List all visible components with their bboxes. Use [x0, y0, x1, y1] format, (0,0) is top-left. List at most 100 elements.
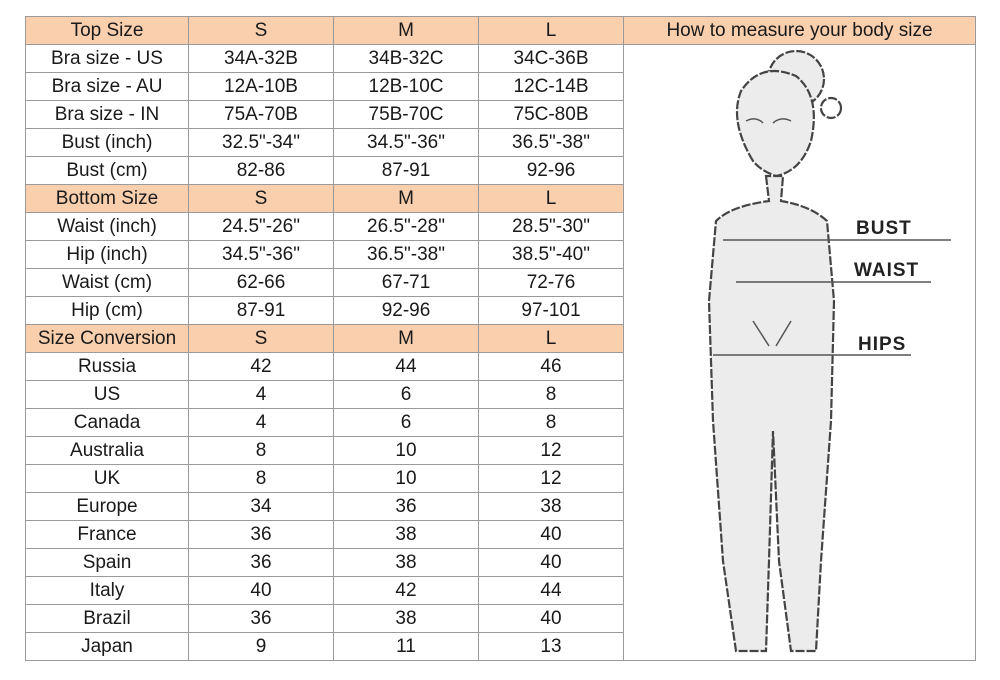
- row-label-cell: Bust (inch): [25, 128, 189, 157]
- value-cell: 36.5"-38": [478, 128, 624, 157]
- header-cell: M: [333, 184, 479, 213]
- table-row: Bust (inch) 32.5"-34" 34.5"-36" 36.5"-38": [25, 128, 976, 157]
- value-cell: 82-86: [188, 156, 334, 185]
- value-cell: 44: [333, 352, 479, 381]
- header-cell: M: [333, 324, 479, 353]
- value-cell: 36: [188, 604, 334, 633]
- row-label-cell: Europe: [25, 492, 189, 521]
- value-cell: 6: [333, 408, 479, 437]
- row-label-cell: Australia: [25, 436, 189, 465]
- value-cell: 75B-70C: [333, 100, 479, 129]
- value-cell: 46: [478, 352, 624, 381]
- measure-title: How to measure your body size: [623, 16, 976, 45]
- hair-ornament: [819, 96, 843, 120]
- row-label-cell: Hip (inch): [25, 240, 189, 269]
- value-cell: 34: [188, 492, 334, 521]
- row-label-cell: Russia: [25, 352, 189, 381]
- value-cell: 42: [188, 352, 334, 381]
- value-cell: 36.5"-38": [333, 240, 479, 269]
- header-cell: L: [478, 184, 624, 213]
- value-cell: 34.5"-36": [333, 128, 479, 157]
- table-row: Europe 34 36 38: [25, 492, 976, 521]
- value-cell: 36: [188, 548, 334, 577]
- table-row: Spain 36 38 40: [25, 548, 976, 577]
- value-cell: 36: [188, 520, 334, 549]
- table-row: Waist (inch) 24.5"-26" 26.5"-28" 28.5"-30": [25, 212, 976, 241]
- value-cell: 87-91: [333, 156, 479, 185]
- section-header-row: Top Size S M L How to measure your body size: [25, 16, 976, 45]
- value-cell: 97-101: [478, 296, 624, 325]
- value-cell: 4: [188, 408, 334, 437]
- value-cell: 34A-32B: [188, 44, 334, 73]
- row-label-cell: Waist (cm): [25, 268, 189, 297]
- value-cell: 72-76: [478, 268, 624, 297]
- value-cell: 24.5"-26": [188, 212, 334, 241]
- value-cell: 9: [188, 632, 334, 661]
- row-label-cell: Japan: [25, 632, 189, 661]
- table-row: Italy 40 42 44: [25, 576, 976, 605]
- value-cell: 38: [333, 520, 479, 549]
- row-label-cell: US: [25, 380, 189, 409]
- body: [707, 174, 836, 653]
- value-cell: 11: [333, 632, 479, 661]
- table-row: Japan 9 11 13: [25, 632, 976, 661]
- value-cell: 8: [478, 408, 624, 437]
- body-figure-cell: BUST WAIST HIPS: [623, 44, 976, 661]
- bust-label: BUST: [856, 218, 912, 239]
- value-cell: 12: [478, 464, 624, 493]
- header-cell: M: [333, 16, 479, 45]
- value-cell: 4: [188, 380, 334, 409]
- header-cell: L: [478, 16, 624, 45]
- row-label-cell: UK: [25, 464, 189, 493]
- row-label-cell: Canada: [25, 408, 189, 437]
- row-label-cell: Hip (cm): [25, 296, 189, 325]
- hips-label: HIPS: [858, 334, 906, 355]
- table-row: Brazil 36 38 40: [25, 604, 976, 633]
- value-cell: 32.5"-34": [188, 128, 334, 157]
- value-cell: 67-71: [333, 268, 479, 297]
- value-cell: 10: [333, 436, 479, 465]
- row-label-cell: Spain: [25, 548, 189, 577]
- size-chart-table: Top Size S M L How to measure your body size…: [25, 16, 976, 661]
- row-label-cell: Bra size - US: [25, 44, 189, 73]
- value-cell: 75C-80B: [478, 100, 624, 129]
- header-cell: Top Size: [25, 16, 189, 45]
- value-cell: 92-96: [478, 156, 624, 185]
- value-cell: 38: [478, 492, 624, 521]
- value-cell: 10: [333, 464, 479, 493]
- value-cell: 8: [478, 380, 624, 409]
- row-label-cell: France: [25, 520, 189, 549]
- row-label-cell: Italy: [25, 576, 189, 605]
- value-cell: 87-91: [188, 296, 334, 325]
- value-cell: 34C-36B: [478, 44, 624, 73]
- table-row: Hip (inch) 34.5"-36" 36.5"-38" 38.5"-40": [25, 240, 976, 269]
- row-label-cell: Bra size - IN: [25, 100, 189, 129]
- value-cell: 12: [478, 436, 624, 465]
- row-label-cell: Bra size - AU: [25, 72, 189, 101]
- header-cell: S: [188, 16, 334, 45]
- value-cell: 42: [333, 576, 479, 605]
- head: [735, 69, 815, 178]
- row-label-cell: Bust (cm): [25, 156, 189, 185]
- value-cell: 8: [188, 436, 334, 465]
- value-cell: 40: [478, 520, 624, 549]
- value-cell: 12B-10C: [333, 72, 479, 101]
- value-cell: 75A-70B: [188, 100, 334, 129]
- header-cell: Size Conversion: [25, 324, 189, 353]
- hip-crease: [752, 320, 792, 347]
- value-cell: 34B-32C: [333, 44, 479, 73]
- section-header-row: Bottom Size S M L: [25, 184, 976, 213]
- section-header-row: Size Conversion S M L: [25, 324, 976, 353]
- value-cell: 26.5"-28": [333, 212, 479, 241]
- table-row: Bra size - AU 12A-10B 12B-10C 12C-14B: [25, 72, 976, 101]
- row-label-cell: Waist (inch): [25, 212, 189, 241]
- value-cell: 34.5"-36": [188, 240, 334, 269]
- value-cell: 12C-14B: [478, 72, 624, 101]
- value-cell: 28.5"-30": [478, 212, 624, 241]
- value-cell: 36: [333, 492, 479, 521]
- value-cell: 44: [478, 576, 624, 605]
- value-cell: 38.5"-40": [478, 240, 624, 269]
- header-cell: L: [478, 324, 624, 353]
- value-cell: 38: [333, 604, 479, 633]
- header-cell: Bottom Size: [25, 184, 189, 213]
